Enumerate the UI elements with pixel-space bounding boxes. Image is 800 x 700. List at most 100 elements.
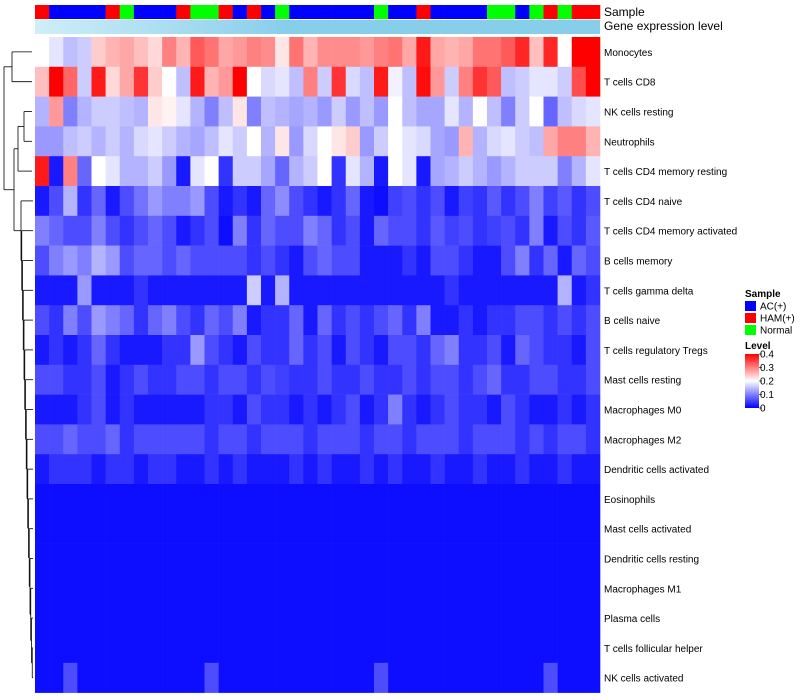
heatmap-cell — [402, 543, 417, 574]
heatmap-cell — [501, 573, 516, 604]
heatmap-cell — [543, 66, 558, 97]
heatmap-cell — [501, 335, 516, 366]
row-label: T cells gamma delta — [604, 286, 694, 297]
heatmap-cell — [515, 156, 530, 187]
heatmap-cell — [119, 454, 135, 485]
heatmap-cell — [331, 96, 347, 127]
heatmap-cell — [35, 275, 50, 306]
row-label: B cells memory — [604, 257, 672, 268]
heatmap-cell — [289, 126, 304, 157]
heatmap-cell — [261, 573, 276, 604]
heatmap-cell — [35, 66, 50, 97]
heatmap-cell — [148, 603, 163, 634]
heatmap-cell — [388, 245, 403, 276]
heatmap-cell — [585, 66, 601, 97]
heatmap-cell — [77, 156, 92, 187]
sample-annotation-cell — [77, 5, 92, 19]
heatmap-cell — [133, 662, 149, 693]
heatmap-cell — [317, 633, 332, 664]
heatmap-cell — [472, 484, 488, 515]
heatmap-cell — [35, 394, 50, 425]
heatmap-cell — [543, 603, 558, 634]
heatmap-cell — [204, 573, 219, 604]
heatmap-cell — [303, 215, 318, 246]
heatmap-cell — [190, 37, 205, 68]
row-label: Monocytes — [604, 48, 652, 59]
heatmap-cell — [232, 543, 248, 574]
heatmap-cell — [49, 37, 64, 68]
heatmap-cell — [303, 543, 318, 574]
heatmap-cell — [275, 275, 290, 306]
heatmap-cell — [275, 66, 290, 97]
heatmap-cell — [176, 335, 191, 366]
row-label: Mast cells activated — [604, 525, 691, 536]
sample-legend-label: Normal — [760, 326, 792, 337]
heatmap-cell — [416, 662, 431, 693]
heatmap-cell — [501, 37, 516, 68]
heatmap-cell — [458, 633, 474, 664]
heatmap-cell — [444, 215, 460, 246]
heatmap-cell — [585, 573, 601, 604]
heatmap-cell — [529, 662, 544, 693]
heatmap-cell — [585, 156, 601, 187]
heatmap-cell — [148, 245, 163, 276]
heatmap-cell — [91, 186, 106, 217]
heatmap-cell — [35, 484, 50, 515]
heatmap-cell — [543, 513, 558, 544]
heatmap-cell — [501, 245, 516, 276]
heatmap-cell — [331, 633, 347, 664]
heatmap-cell — [472, 394, 488, 425]
heatmap-cell — [162, 335, 177, 366]
heatmap-cell — [430, 305, 445, 336]
heatmap-cell — [289, 394, 304, 425]
heatmap-cell — [458, 305, 474, 336]
sample-annotation-cell — [261, 5, 276, 19]
heatmap-cell — [444, 305, 460, 336]
heatmap-cell — [303, 633, 318, 664]
heatmap-cell — [402, 37, 417, 68]
heatmap-cell — [374, 484, 389, 515]
heatmap-cell — [49, 513, 64, 544]
heatmap-cell — [303, 96, 318, 127]
heatmap-cell — [529, 305, 544, 336]
heatmap-cell — [148, 573, 163, 604]
heatmap-cell — [487, 394, 502, 425]
heatmap-cell — [557, 96, 573, 127]
heatmap-cell — [416, 394, 431, 425]
heatmap-cell — [91, 513, 106, 544]
heatmap-cell — [529, 364, 544, 395]
heatmap-cell — [303, 603, 318, 634]
heatmap-cell — [91, 662, 106, 693]
heatmap-cell — [359, 37, 375, 68]
heatmap-cell — [317, 275, 332, 306]
heatmap-cell — [162, 66, 177, 97]
heatmap-cell — [571, 156, 587, 187]
heatmap-cell — [585, 513, 601, 544]
heatmap-cell — [162, 454, 177, 485]
heatmap-cell — [430, 186, 445, 217]
sample-annotation-cell — [232, 5, 248, 19]
heatmap-cell — [317, 96, 332, 127]
heatmap-cell — [232, 662, 248, 693]
heatmap-cell — [275, 394, 290, 425]
heatmap-cell — [91, 424, 106, 455]
heatmap-cell — [472, 424, 488, 455]
heatmap-cell — [501, 215, 516, 246]
sample-annotation-cell — [119, 5, 135, 19]
heatmap-cell — [246, 513, 262, 544]
sample-annotation-cell — [289, 5, 304, 19]
heatmap-cell — [289, 543, 304, 574]
heatmap-cell — [190, 364, 205, 395]
heatmap-cell — [402, 662, 417, 693]
heatmap-cell — [430, 364, 445, 395]
heatmap-cell — [374, 186, 389, 217]
heatmap-cell — [261, 275, 276, 306]
heatmap-cell — [515, 394, 530, 425]
heatmap-cell — [49, 454, 64, 485]
row-label: Macrophages M2 — [604, 435, 682, 446]
heatmap-cell — [261, 305, 276, 336]
heatmap-cell — [261, 484, 276, 515]
heatmap-cell — [416, 573, 431, 604]
heatmap-cell — [77, 573, 92, 604]
heatmap-cell — [430, 603, 445, 634]
